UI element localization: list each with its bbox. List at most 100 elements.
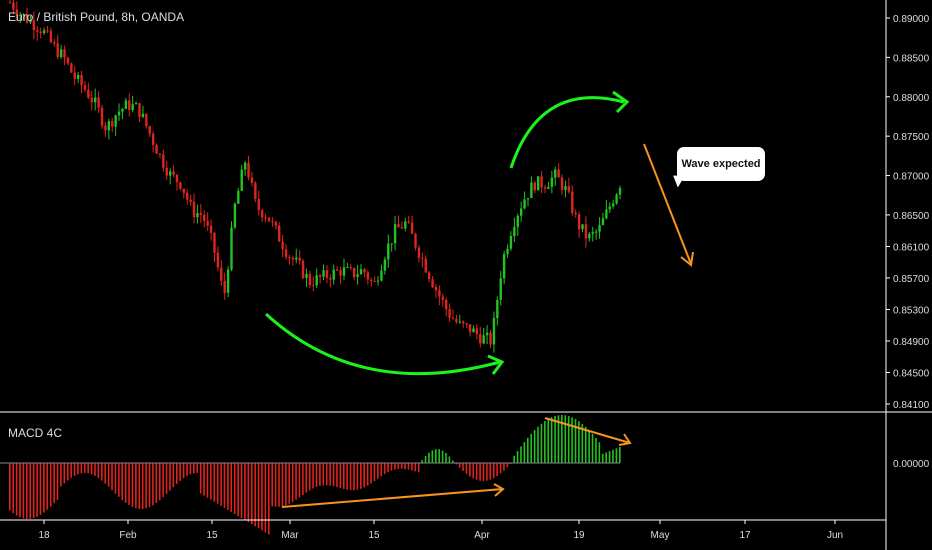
- candle-body: [124, 100, 128, 109]
- orange-down-arrow: [643, 143, 692, 265]
- macd-bar: [261, 463, 263, 531]
- macd-bar: [32, 463, 35, 519]
- candle-body: [325, 270, 329, 278]
- candle-body: [530, 182, 533, 199]
- candle-body: [359, 269, 363, 275]
- candle-body: [605, 209, 608, 219]
- candle-body: [243, 162, 247, 170]
- macd-bar: [509, 463, 512, 465]
- green-curve-arrow-top: [509, 96, 625, 169]
- macd-bar: [186, 463, 188, 477]
- candle-body: [472, 328, 475, 333]
- macd-bar: [298, 463, 301, 498]
- time-tick-label: May: [651, 530, 670, 541]
- candle-body: [278, 225, 281, 242]
- candle-body: [482, 335, 485, 344]
- macd-bar: [547, 418, 550, 463]
- price-tick-label: 0.86100: [893, 242, 930, 253]
- macd-bar: [598, 442, 601, 463]
- candle-body: [230, 227, 233, 270]
- candle-body: [49, 30, 53, 43]
- macd-bar: [394, 463, 396, 470]
- candle-body: [162, 154, 165, 168]
- macd-bar: [434, 449, 437, 463]
- macd-bar: [601, 453, 604, 463]
- candle-body: [134, 103, 138, 105]
- macd-bar: [12, 463, 15, 514]
- candle-body: [87, 89, 90, 98]
- candle-body: [233, 203, 237, 228]
- candle-body: [250, 177, 254, 183]
- candle-body: [209, 225, 213, 233]
- macd-bar: [342, 463, 345, 490]
- wave-expected-annotation: Wave expected: [677, 147, 765, 181]
- candle-body: [83, 85, 87, 90]
- macd-bar: [349, 463, 352, 491]
- candle-body: [182, 188, 185, 193]
- price-tick-label: 0.87000: [893, 172, 930, 183]
- candle-body: [608, 206, 611, 210]
- macd-bar: [305, 463, 308, 493]
- macd-bar: [56, 463, 59, 500]
- candle-body: [36, 30, 39, 32]
- macd-bar: [336, 463, 338, 488]
- candle-body: [519, 208, 523, 216]
- macd-bar: [158, 463, 161, 501]
- macd-bar: [421, 460, 423, 463]
- candle-body: [247, 162, 250, 178]
- price-tick-label: 0.87500: [893, 132, 930, 143]
- macd-bar: [97, 463, 100, 479]
- candle-body: [499, 278, 502, 300]
- green-arrowhead-top: [612, 90, 630, 114]
- macd-bar: [557, 415, 560, 463]
- candle-body: [141, 113, 145, 117]
- macd-bar: [60, 463, 62, 487]
- candle-body: [19, 14, 22, 16]
- orange-down-arrowhead: [680, 251, 694, 267]
- candle-body: [513, 226, 516, 237]
- macd-bar: [414, 463, 417, 472]
- macd-bar: [605, 452, 607, 463]
- candle-body: [308, 274, 312, 285]
- candle-body: [506, 248, 509, 255]
- macd-bar: [377, 463, 379, 479]
- candle-body: [39, 31, 42, 34]
- macd-bar: [356, 463, 359, 490]
- candle-body: [107, 121, 111, 131]
- chart-title: Euro / British Pound, 8h, OANDA: [8, 10, 185, 24]
- macd-bar: [138, 463, 141, 509]
- candle-body: [168, 171, 172, 176]
- macd-bar: [141, 463, 144, 509]
- candle-body: [329, 277, 332, 280]
- orange-macd-divergence-low: [281, 488, 504, 508]
- candle-body: [400, 227, 404, 229]
- macd-bar: [288, 463, 291, 504]
- candle-body: [496, 299, 499, 319]
- macd-bar: [441, 450, 444, 463]
- macd-bar: [366, 463, 369, 486]
- candle-body: [158, 153, 162, 155]
- candle-body: [366, 272, 370, 280]
- candle-body: [186, 192, 189, 200]
- time-tick-label: Mar: [281, 530, 299, 541]
- macd-bar: [390, 463, 393, 471]
- macd-bar: [578, 421, 580, 463]
- macd-bar: [94, 463, 96, 476]
- macd-bar: [489, 463, 492, 480]
- macd-bar: [469, 463, 471, 477]
- candle-body: [295, 257, 298, 260]
- candle-body: [22, 13, 25, 15]
- candle-body: [581, 224, 584, 230]
- macd-bar: [199, 463, 202, 494]
- macd-bar: [561, 415, 563, 463]
- macd-bar: [250, 463, 253, 525]
- candle-body: [370, 279, 373, 281]
- candle-body: [298, 257, 301, 261]
- candle-body: [63, 49, 66, 58]
- candle-body: [380, 270, 383, 281]
- candle-body: [66, 57, 70, 64]
- macd-bar: [411, 463, 413, 471]
- macd-bar: [291, 463, 294, 502]
- candle-body: [138, 103, 141, 117]
